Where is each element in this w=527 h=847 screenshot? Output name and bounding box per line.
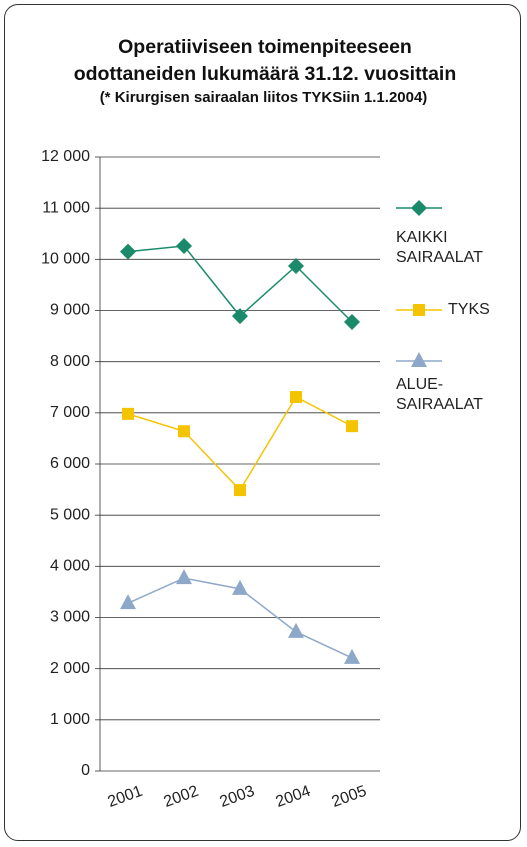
marker (122, 407, 134, 420)
chart-title: Operatiiviseen toimenpiteeseen odottanei… (73, 36, 457, 85)
marker (234, 484, 246, 497)
marker (288, 622, 304, 638)
y-tick-label: 5 000 (50, 506, 90, 523)
y-tick-label: 1 000 (50, 711, 90, 728)
y-tick-label: 10 000 (41, 251, 90, 268)
marker (232, 308, 248, 325)
y-tick-label: 6 000 (50, 455, 90, 472)
x-tick-label: 2005 (330, 783, 369, 811)
series-line (127, 395, 353, 492)
x-tick-label: 2001 (106, 783, 145, 811)
x-tick-label: 2003 (218, 783, 257, 811)
y-tick-label: 9 000 (50, 302, 90, 319)
chart-subtitle: (* Kirurgisen sairaalan liitos TYKSiin 1… (99, 89, 428, 106)
marker (344, 314, 360, 331)
marker (290, 390, 302, 403)
legend-label: TYKS (448, 301, 490, 318)
y-tick-label: 11 000 (42, 199, 90, 216)
legend-marker (413, 304, 425, 316)
marker (176, 569, 192, 585)
frame (4, 4, 521, 841)
y-tick-label: 8 000 (50, 353, 90, 370)
y-tick-label: 4 000 (50, 558, 90, 575)
legend-marker (411, 352, 427, 367)
marker (120, 243, 136, 260)
marker (232, 579, 248, 595)
y-tick-label: 7 000 (50, 404, 90, 421)
marker (176, 238, 192, 255)
legend-marker (411, 200, 427, 216)
legend-label: KAIKKI SAIRAALAT (396, 229, 483, 266)
y-tick-label: 3 000 (50, 609, 90, 626)
marker (344, 648, 360, 664)
y-tick-label: 2 000 (50, 660, 90, 677)
y-tick-label: 12 000 (41, 148, 90, 165)
x-tick-label: 2004 (274, 783, 313, 811)
marker (346, 420, 358, 433)
marker (120, 594, 136, 610)
marker (288, 257, 304, 274)
y-tick-label: 0 (81, 762, 90, 779)
x-tick-label: 2002 (162, 783, 201, 811)
legend-label: ALUE-SAIRAALAT (396, 376, 483, 413)
marker (178, 425, 190, 438)
